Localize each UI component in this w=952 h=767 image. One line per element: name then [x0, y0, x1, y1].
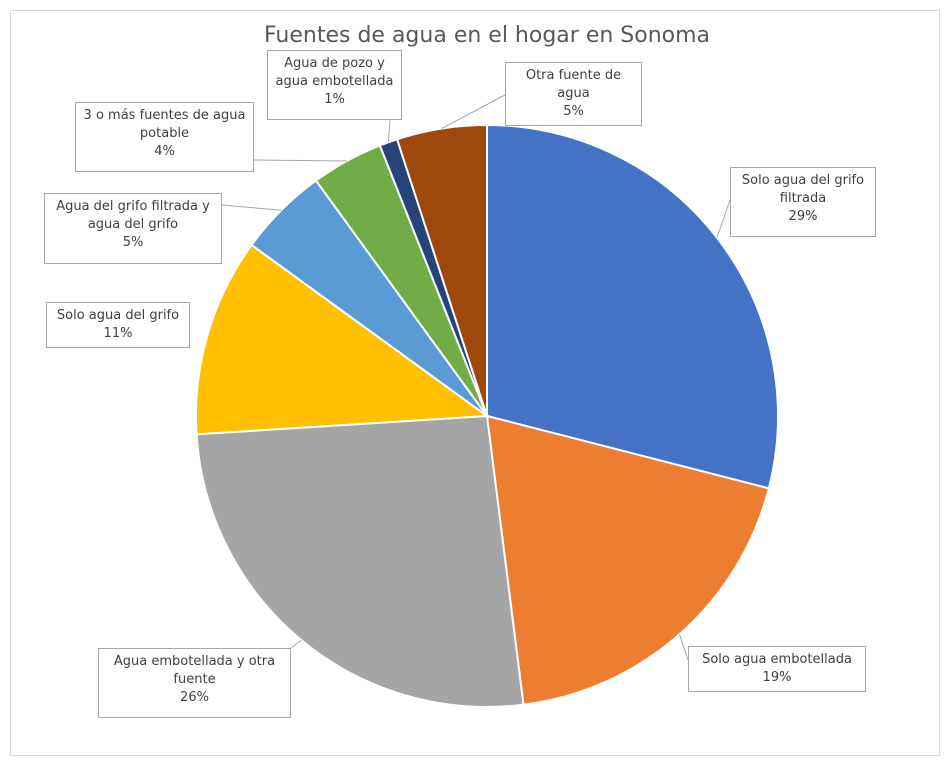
pie-slice — [485, 414, 771, 706]
label-value: 11% — [103, 326, 133, 341]
label-category: Solo agua del grifo filtrada — [741, 173, 865, 206]
label-category: Agua del grifo filtrada y agua del grifo — [56, 199, 210, 232]
data-label: Agua de pozo y agua embotellada 1% — [267, 50, 402, 120]
data-label: Agua embotellada y otra fuente 26% — [98, 648, 291, 718]
label-value: 19% — [762, 670, 792, 685]
chart-title: Fuentes de agua en el hogar en Sonoma — [264, 23, 710, 48]
pie-slice — [195, 243, 490, 436]
leader-line — [290, 639, 302, 649]
leader-line — [441, 94, 506, 130]
label-category: 3 o más fuentes de agua potable — [83, 108, 246, 141]
label-value: 29% — [788, 209, 818, 224]
label-value: 5% — [563, 104, 584, 119]
label-category: Agua embotellada y otra fuente — [113, 654, 276, 687]
leader-line — [387, 119, 391, 143]
data-label: Otra fuente de agua 5% — [505, 62, 642, 126]
label-category: Solo agua del grifo — [56, 308, 180, 323]
data-label: 3 o más fuentes de agua potable 4% — [75, 102, 254, 172]
data-label: Agua del grifo filtrada y agua del grifo… — [44, 193, 222, 264]
data-label: Solo agua embotellada 19% — [688, 646, 866, 692]
leader-line — [678, 634, 689, 661]
label-category: Agua de pozo y agua embotellada — [275, 56, 394, 89]
pie-slice — [195, 414, 525, 708]
label-value: 5% — [122, 235, 144, 250]
pie-slice — [395, 123, 488, 417]
leader-line — [716, 199, 731, 238]
label-value: 26% — [180, 690, 209, 705]
label-value: 4% — [154, 144, 175, 159]
data-label: Solo agua del grifo filtrada 29% — [730, 167, 876, 237]
label-value: 1% — [324, 92, 345, 107]
label-category: Otra fuente de agua — [525, 68, 622, 101]
leader-line — [221, 204, 282, 211]
leader-line — [253, 159, 347, 162]
label-category: Solo agua embotellada — [702, 652, 852, 667]
data-label: Solo agua del grifo 11% — [46, 302, 190, 348]
